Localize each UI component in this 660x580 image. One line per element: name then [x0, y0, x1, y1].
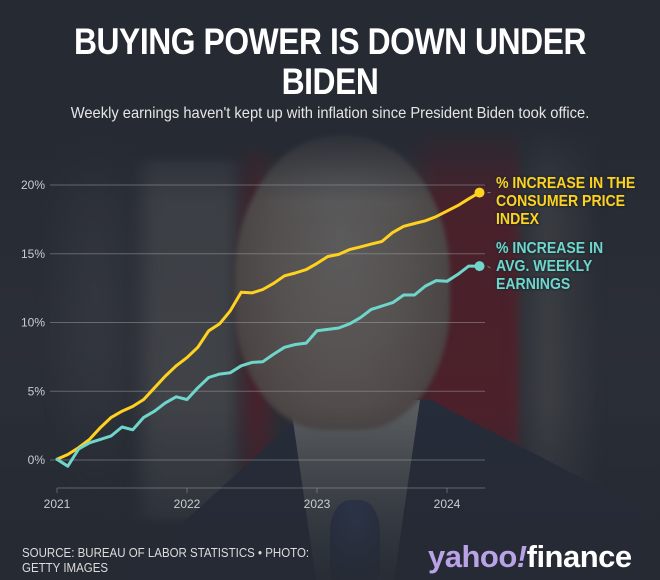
logo-exclamation: ! [516, 539, 527, 574]
y-axis-ticks: 0% 5% 10% 15% 20% [21, 178, 45, 467]
series-line-cpi [55, 191, 481, 461]
series-lines [55, 187, 491, 468]
y-tick-label: 10% [21, 316, 45, 330]
x-tick-label: 2024 [434, 497, 461, 511]
endpoint-connector-earnings [487, 265, 491, 269]
y-tick-label: 5% [28, 384, 46, 398]
x-tick-label: 2021 [44, 497, 71, 511]
series-line-earnings [55, 264, 481, 468]
gridlines [50, 184, 485, 461]
series-endpoint-cpi [474, 187, 485, 198]
x-tick-label: 2022 [174, 497, 201, 511]
source-credit: SOURCE: BUREAU OF LABOR STATISTICS • PHO… [22, 546, 310, 575]
logo-yahoo: yahoo [428, 539, 517, 574]
chart-subtitle: Weekly earnings haven't kept up with inf… [70, 105, 590, 122]
legend-cpi-label: % INCREASE IN THE CONSUMER PRICE INDEX [496, 175, 636, 228]
yahoo-finance-logo: yahoo!finance [428, 540, 632, 574]
series-endpoint-earnings [474, 261, 485, 272]
legend-earnings-label: % INCREASE IN AVG. WEEKLY EARNINGS [496, 240, 604, 293]
logo-finance: finance [526, 539, 633, 574]
y-tick-label: 0% [28, 453, 46, 467]
x-axis: 2021 2022 2023 2024 [44, 487, 485, 511]
chart-title: BUYING POWER IS DOWN UNDER BIDEN [73, 21, 587, 102]
x-tick-label: 2023 [304, 497, 331, 511]
y-tick-label: 15% [21, 247, 45, 261]
y-tick-label: 20% [21, 178, 45, 192]
